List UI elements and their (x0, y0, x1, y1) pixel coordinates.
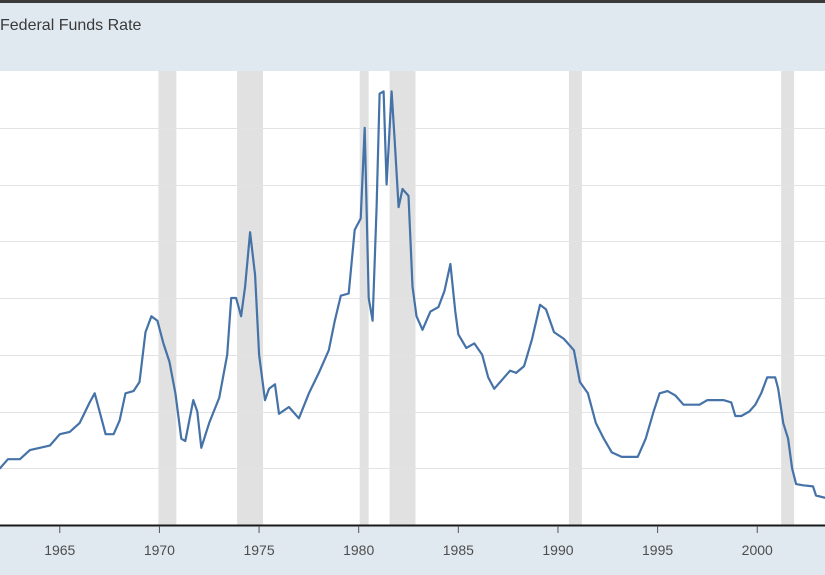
x-tick-label: 2000 (742, 542, 773, 558)
chart-title: Federal Funds Rate (0, 17, 142, 34)
x-tick-label: 1985 (443, 542, 474, 558)
x-tick-label: 1990 (542, 542, 573, 558)
x-tick-label: 1980 (343, 542, 374, 558)
x-axis-ticks: 1965 1970 1975 1980 1985 1990 1995 2000 (44, 526, 773, 558)
x-tick-label: 1975 (243, 542, 274, 558)
fed-funds-line (0, 90, 825, 499)
top-border (0, 0, 825, 3)
x-tick-label: 1995 (642, 542, 673, 558)
gridlines (0, 128, 825, 469)
x-tick-label: 1965 (44, 542, 75, 558)
x-tick-label: 1970 (144, 542, 175, 558)
